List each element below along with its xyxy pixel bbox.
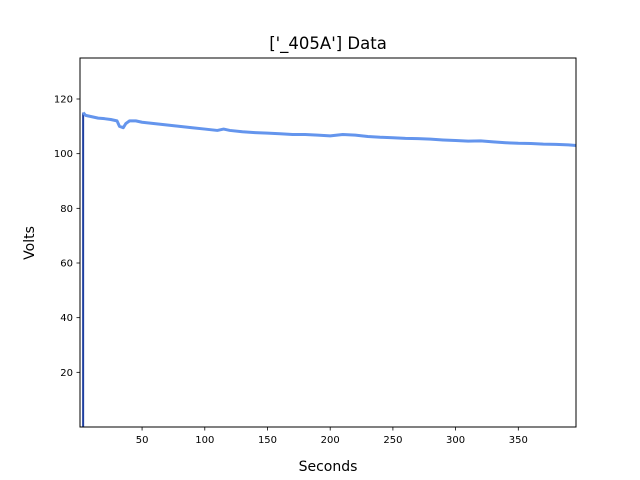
y-tick-label: 120 <box>54 95 73 106</box>
plot-layer <box>82 111 577 427</box>
x-tick-label: 350 <box>509 435 528 446</box>
y-tick-label: 80 <box>60 204 73 215</box>
y-axis-label: Volts <box>22 226 38 260</box>
x-tick-label: 100 <box>195 435 214 446</box>
chart-title: ['_405A'] Data <box>269 34 387 54</box>
x-tick-label: 300 <box>446 435 465 446</box>
series-line <box>82 111 577 147</box>
y-tick-label: 60 <box>60 259 73 270</box>
x-tick-label: 50 <box>136 435 149 446</box>
x-axis: 50 100 150 200 250 300 350 <box>136 427 528 446</box>
y-axis: 20 40 60 80 100 120 <box>54 95 80 379</box>
x-tick-label: 250 <box>383 435 402 446</box>
y-tick-label: 100 <box>54 149 73 160</box>
y-tick-label: 20 <box>60 368 73 379</box>
y-tick-label: 40 <box>60 313 73 324</box>
x-axis-label: Seconds <box>299 459 358 475</box>
x-tick-label: 200 <box>321 435 340 446</box>
x-tick-label: 150 <box>258 435 277 446</box>
plot-frame <box>79 57 577 428</box>
